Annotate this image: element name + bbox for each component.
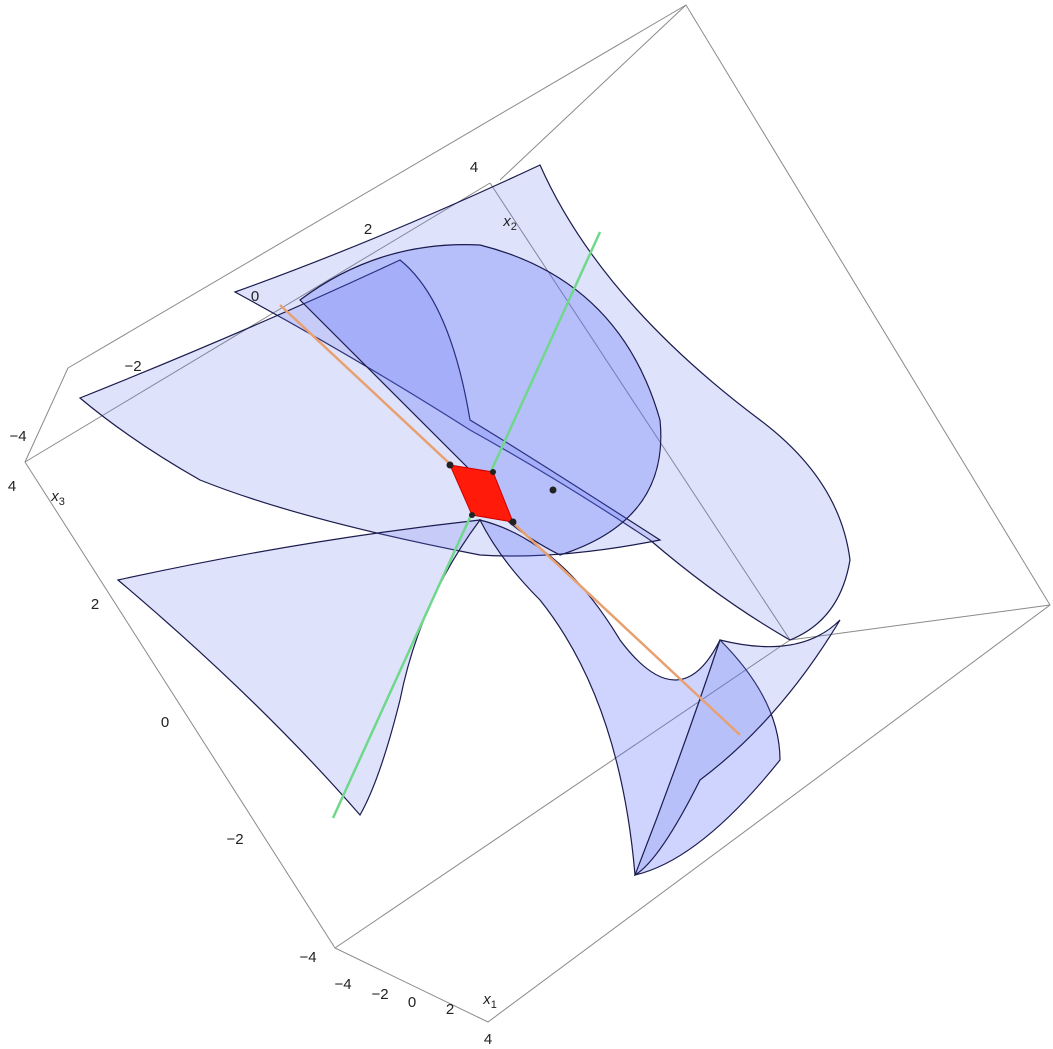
surface-sheet (233, 164, 851, 641)
points (446, 461, 557, 526)
axis-label-base: x (482, 991, 491, 1008)
tick-label: −2 (226, 831, 243, 848)
axis-label: x2 (502, 213, 517, 233)
point (490, 469, 496, 475)
point (509, 518, 517, 526)
tick-label: −2 (371, 986, 388, 1003)
box-edge (489, 182, 791, 641)
surfaces (78, 164, 851, 877)
point (549, 486, 557, 494)
axis-label: x1 (482, 991, 497, 1011)
point (446, 461, 454, 469)
tick-label: 2 (91, 596, 99, 613)
tick-label: 2 (364, 221, 372, 238)
axis-label-sub: 3 (59, 496, 65, 508)
tick-labels: −4 −2 0 2 4 −4 −2 0 2 4 4 2 0 −2 −4 (8, 159, 492, 1048)
tick-label: −4 (334, 976, 351, 993)
surface-sheet (478, 519, 781, 876)
tick-label: 0 (161, 714, 169, 731)
tick-label: 4 (8, 478, 16, 495)
axis-label-sub: 1 (491, 999, 497, 1011)
axis-label-sub: 2 (511, 221, 517, 233)
tick-label: 0 (251, 288, 259, 305)
axis-label: x3 (50, 488, 65, 508)
surface-sheet (633, 619, 841, 877)
tick-label: 4 (470, 159, 478, 176)
green-line (331, 231, 602, 819)
tick-label: 4 (484, 1031, 492, 1048)
surface-sheet (116, 519, 482, 817)
tick-label: −4 (299, 949, 316, 966)
tick-label: −2 (124, 358, 141, 375)
tick-label: −4 (9, 428, 26, 445)
surface-sheet (78, 259, 662, 557)
point (469, 512, 475, 518)
box-edge (789, 604, 1051, 641)
surface-sheet (299, 244, 662, 556)
tick-label: 2 (446, 1001, 454, 1018)
axis-labels: x1 x2 x3 (50, 213, 517, 1011)
axis-label-base: x (502, 213, 511, 230)
tick-label: 0 (408, 994, 416, 1011)
axis-label-base: x (50, 488, 59, 505)
box-edge (499, 4, 687, 181)
box-edge (334, 639, 791, 949)
